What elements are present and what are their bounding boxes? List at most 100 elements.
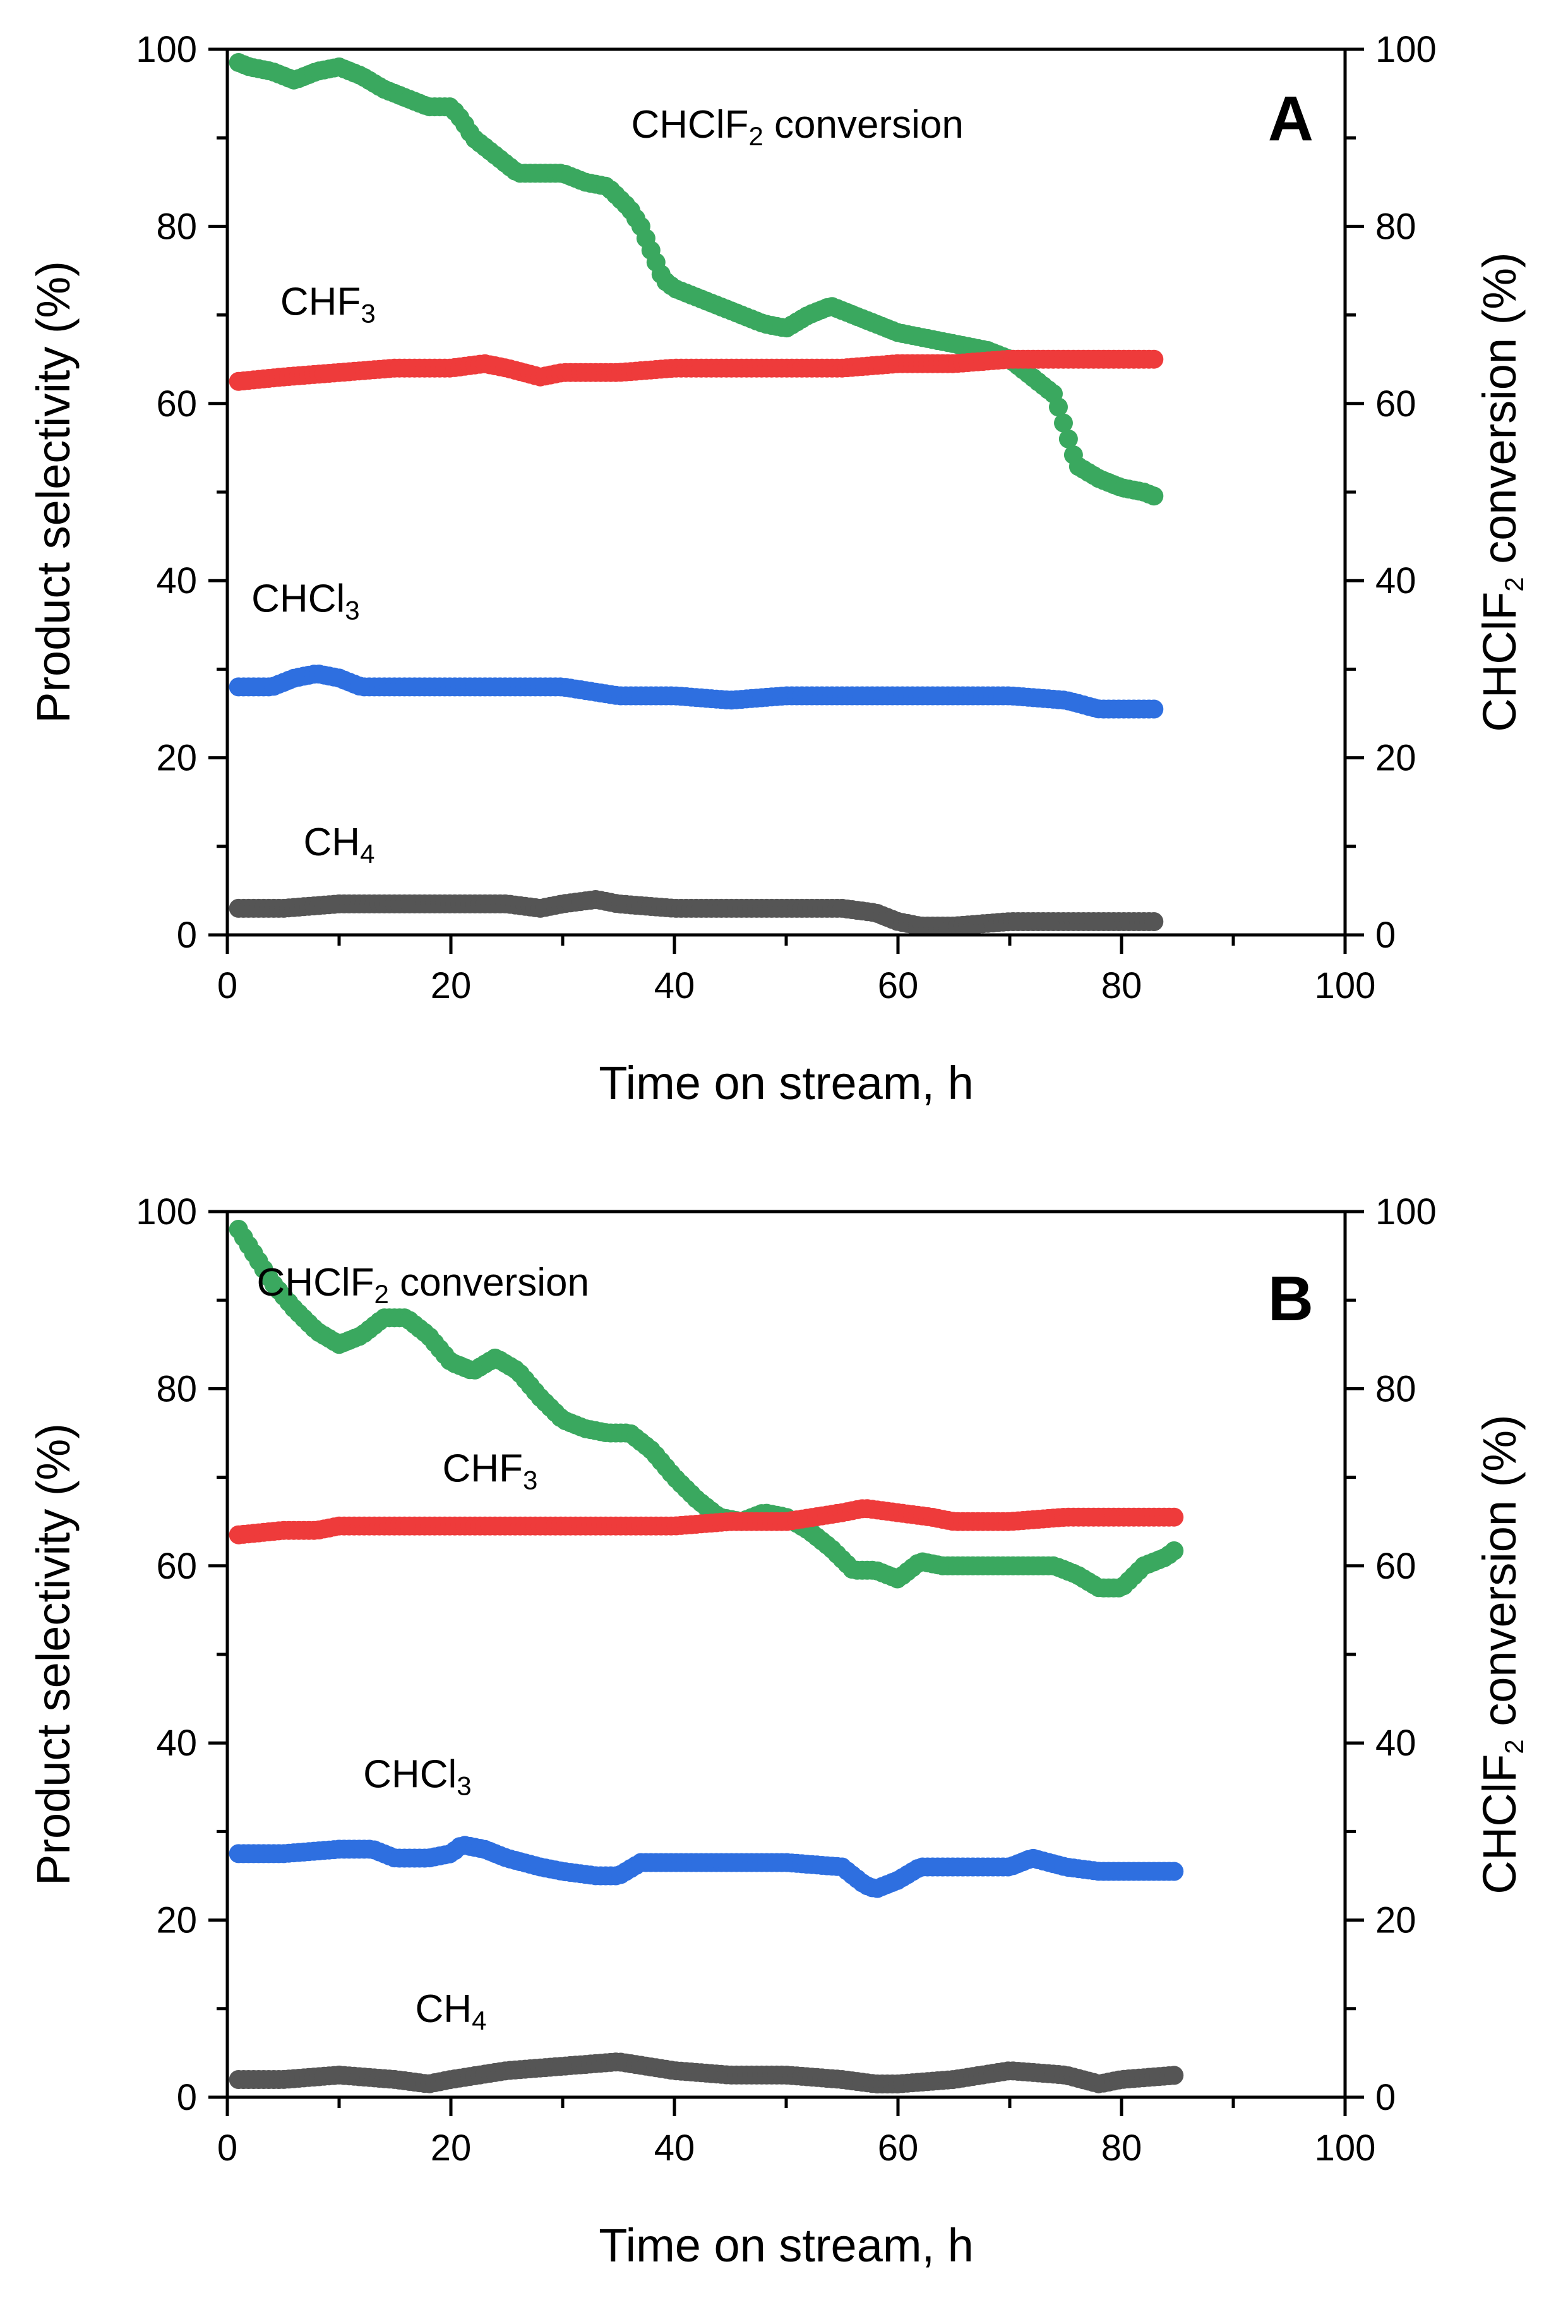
y-left-tick-label: 0 [177,915,197,956]
x-tick-label: 0 [217,965,237,1006]
panel-b-series-labels: CHClF2 conversion CHF3 CHCl3 CH4 [257,1261,589,2035]
series-chcl3 [229,1836,1184,1898]
series-chf3 [229,1499,1184,1544]
panel-b-x-axis-title: Time on stream, h [599,2219,974,2272]
data-point [1054,413,1073,433]
x-tick-label: 80 [1101,2128,1142,2169]
right-axis-title-subscript: 2 [1499,577,1529,591]
panel-b-label-chcl3: CHCl3 [363,1752,471,1800]
panel-b-ticks [208,1210,1364,2116]
series-ch4 [229,2052,1184,2093]
right-axis-title-tail: conversion (%) [1473,252,1526,577]
panel-a-ticks [208,47,1364,954]
y-right-tick-label: 40 [1375,560,1416,601]
panel-b-plot-frame [225,1210,1347,2099]
panel-b-label-chf3: CHF3 [443,1447,538,1495]
y-left-tick-label: 80 [156,1368,197,1409]
y-left-tick-label: 40 [156,560,197,601]
x-tick-label: 80 [1101,965,1142,1006]
panel-a-label-chclf2-conversion: CHClF2 conversion [631,103,963,151]
label-main: CHF [443,1447,523,1491]
panel-b-right-y-axis-title: CHClF2 conversion (%) [1473,1414,1529,1894]
label-subscript: 3 [523,1466,537,1495]
y-right-tick-label: 20 [1375,1900,1416,1941]
label-main: CH [416,1987,472,2031]
panel-a-label-chcl3: CHCl3 [251,577,359,625]
panel-b-left-y-axis-title: Product selectivity (%) [27,1423,80,1886]
label-main: CHCl [251,577,345,620]
data-point [1164,1507,1184,1527]
label-subscript: 3 [361,299,375,328]
y-right-tick-label: 100 [1375,1191,1437,1232]
x-tick-label: 60 [878,2128,919,2169]
panel-a-label-chf3: CHF3 [280,280,376,328]
right-axis-title-subscript: 2 [1499,1739,1529,1754]
data-point [1164,1862,1184,1881]
y-left-tick-label: 60 [156,1546,197,1587]
label-subscript: 4 [360,839,374,869]
y-right-tick-label: 0 [1375,915,1396,956]
data-point [1144,349,1164,369]
x-tick-label: 0 [217,2128,237,2169]
y-right-tick-label: 40 [1375,1723,1416,1764]
data-point [1144,699,1164,719]
data-point [1144,486,1164,506]
y-right-tick-label: 20 [1375,738,1416,779]
label-main: CH [304,821,361,864]
data-point [1164,2066,1184,2085]
panel-a-x-axis-title: Time on stream, h [599,1057,974,1109]
label-subscript: 3 [457,1771,471,1800]
panel-a-series-labels: CHClF2 conversion CHF3 CHCl3 CH4 [251,103,964,869]
y-left-tick-label: 100 [136,1191,197,1232]
panel-b-series-layer [229,1220,1184,2093]
label-subscript: 2 [374,1279,389,1309]
data-point [1049,397,1068,417]
series-ch4 [229,890,1164,936]
panel-a-right-y-axis-title: CHClF2 conversion (%) [1473,252,1529,732]
label-subscript: 4 [472,2006,486,2035]
y-right-tick-label: 60 [1375,1546,1416,1587]
label-main: CHClF [631,103,748,147]
label-tail: conversion [389,1261,589,1304]
y-left-tick-label: 40 [156,1723,197,1764]
panel-b-label-chclf2-conversion: CHClF2 conversion [257,1261,589,1309]
label-main: CHClF [257,1261,374,1304]
label-tail: conversion [763,103,964,147]
x-tick-label: 100 [1315,965,1376,1006]
label-main: CHF [280,280,361,324]
y-left-tick-label: 60 [156,383,197,424]
panel-b-label-ch4: CH4 [416,1987,487,2035]
right-axis-title-main: CHClF [1473,592,1526,732]
panel-b-letter: B [1268,1263,1314,1334]
x-tick-label: 40 [654,2128,695,2169]
y-right-tick-label: 0 [1375,2077,1396,2118]
data-point [1058,429,1078,449]
right-axis-title-main: CHClF [1473,1754,1526,1894]
panel-a-left-y-axis-title: Product selectivity (%) [27,261,80,723]
panel-a-label-ch4: CH4 [304,821,375,869]
y-left-tick-label: 100 [136,29,197,70]
y-right-tick-label: 80 [1375,206,1416,247]
label-subscript: 2 [748,121,763,151]
panel-a-letter: A [1268,83,1314,154]
y-left-tick-label: 20 [156,738,197,779]
panel-a-series-layer [229,53,1164,936]
x-tick-label: 20 [431,2128,472,2169]
x-tick-label: 40 [654,965,695,1006]
y-right-tick-label: 100 [1375,29,1437,70]
right-axis-title-tail: conversion (%) [1473,1414,1526,1739]
label-main: CHCl [363,1752,457,1796]
x-tick-label: 100 [1315,2128,1376,2169]
x-tick-label: 20 [431,965,472,1006]
x-tick-label: 60 [878,965,919,1006]
y-left-tick-label: 20 [156,1900,197,1941]
panel-a-plot-frame [225,47,1347,937]
label-subscript: 3 [345,595,359,625]
series-chf3 [229,349,1164,391]
series-chcl3 [229,665,1164,719]
